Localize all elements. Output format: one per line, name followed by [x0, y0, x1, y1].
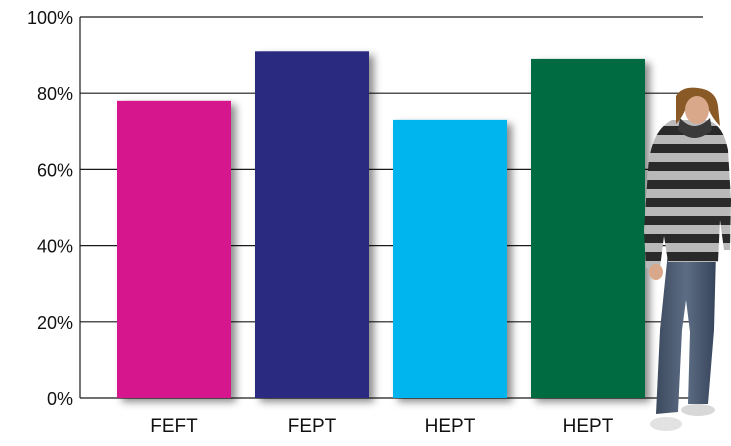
bar-3	[393, 119, 507, 399]
bars	[117, 51, 645, 399]
bar-1	[117, 100, 231, 398]
x-tick-label: HEPT	[563, 416, 614, 437]
y-tick-label: 100%	[27, 8, 73, 28]
student-photo	[644, 87, 731, 431]
y-tick-label: 60%	[37, 160, 73, 180]
x-tick-label: HEPT	[425, 416, 476, 437]
x-tick-label: FEPT	[288, 416, 337, 437]
y-axis-tick-labels: 0% 20% 40% 60% 80% 100%	[27, 8, 73, 409]
x-axis-tick-labels: FEFT FEPT HEPT HEPT	[150, 416, 613, 437]
y-tick-label: 80%	[37, 84, 73, 104]
x-tick-label: FEFT	[150, 416, 198, 437]
y-tick-label: 40%	[37, 237, 73, 257]
bar-4	[531, 58, 645, 398]
y-tick-label: 0%	[47, 389, 73, 409]
y-tick-label: 20%	[37, 313, 73, 333]
bar-2	[255, 51, 369, 398]
